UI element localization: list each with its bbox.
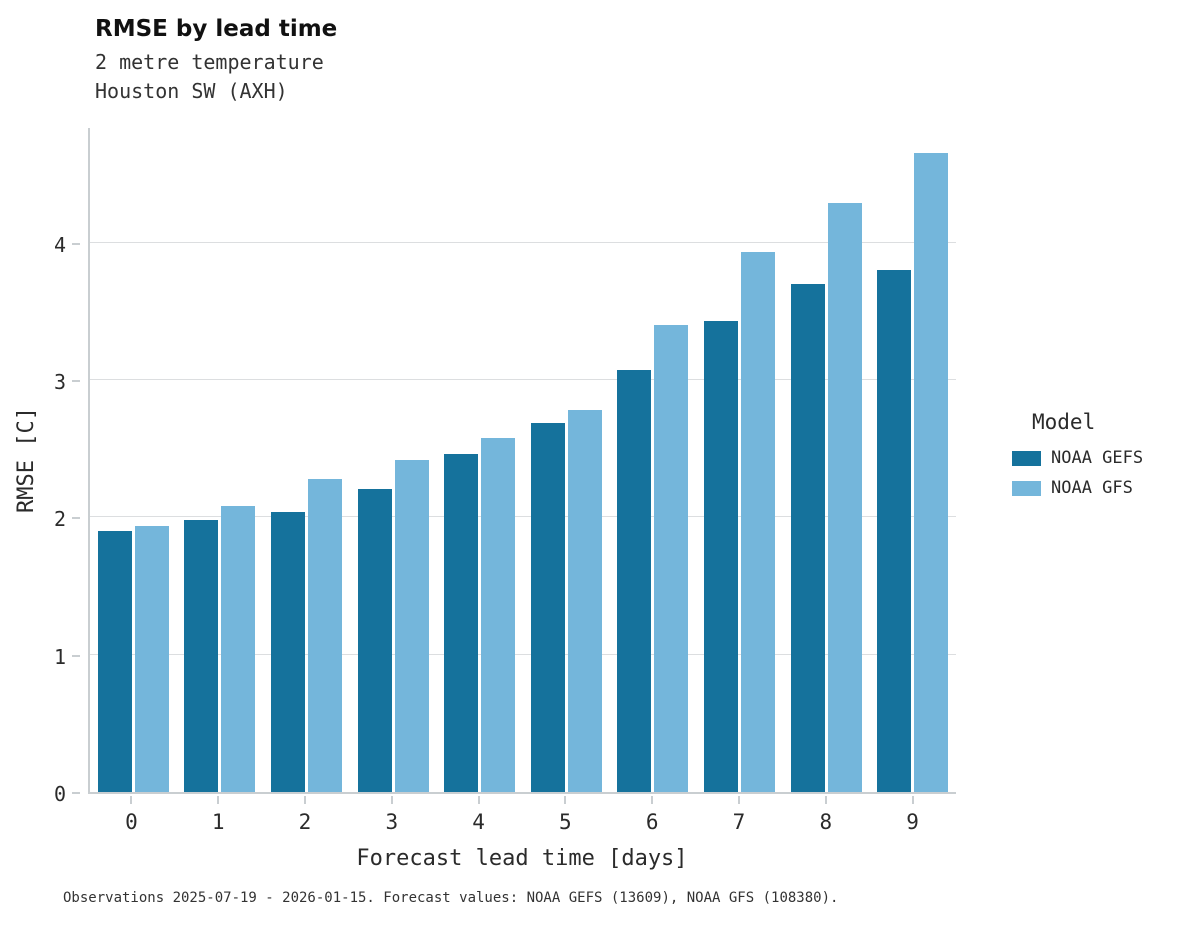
x-tick-label-5: 5 [559,810,572,834]
bar-group-1 [184,506,256,792]
y-axis-title: RMSE [C] [14,407,39,513]
legend: Model NOAA GEFS NOAA GFS [1012,410,1143,508]
y-tick-label-3: 3 [53,370,66,395]
bar-noaa-gfs-4 [481,437,516,792]
x-tick-mark-9 [911,796,914,804]
bar-group-7 [703,252,775,792]
bar-noaa-gefs-0 [97,531,132,792]
bar-group-6 [617,325,689,792]
bar-noaa-gfs-1 [221,506,256,792]
x-tick-mark-2 [303,796,306,804]
x-tick-label-0: 0 [125,810,138,834]
gridline-y-1 [90,653,956,655]
bar-noaa-gefs-2 [270,511,305,792]
bar-noaa-gfs-7 [740,252,775,792]
bar-noaa-gfs-5 [567,410,602,792]
bar-group-0 [97,525,169,792]
x-tick-label-8: 8 [819,810,833,834]
legend-label: NOAA GFS [1051,478,1133,498]
x-tick-label-7: 7 [732,810,746,834]
bar-noaa-gefs-6 [617,370,652,792]
gridline-y-2 [90,516,956,518]
chart-subtitle: 2 metre temperature Houston SW (AXH) [95,48,337,106]
bar-noaa-gfs-8 [827,202,862,792]
y-tick-label-4: 4 [53,232,66,257]
bar-noaa-gfs-2 [307,478,342,792]
x-tick-label-1: 1 [211,810,225,834]
bar-noaa-gefs-9 [877,270,912,792]
bar-series-container [90,128,956,792]
bar-noaa-gefs-1 [184,520,219,792]
plot-area [88,128,956,794]
title-block: RMSE by lead time 2 metre temperature Ho… [95,16,337,106]
bar-noaa-gefs-3 [357,488,392,792]
x-axis-title: Forecast lead time [days] [356,846,688,871]
y-tick-mark-2 [72,517,80,520]
bar-group-4 [444,437,516,792]
y-tick-mark-4 [72,242,80,245]
bar-group-2 [270,478,342,792]
legend-entry-noaa-gfs: NOAA GFS [1012,478,1143,498]
x-axis-ticks: 0 1 2 3 4 5 6 7 8 9 [88,796,956,834]
chart-subtitle-line1: 2 metre temperature [95,50,324,74]
bar-group-5 [530,410,602,792]
y-tick-mark-3 [72,380,80,383]
x-tick-2: 2 [298,796,312,834]
x-tick-mark-1 [217,796,220,804]
x-tick-mark-4 [477,796,480,804]
x-tick-3: 3 [385,796,398,834]
x-tick-mark-8 [824,796,827,804]
x-tick-6: 6 [646,796,659,834]
legend-label: NOAA GEFS [1051,448,1144,468]
bar-noaa-gefs-7 [703,321,738,792]
chart-subtitle-line2: Houston SW (AXH) [95,79,288,103]
legend-entries: NOAA GEFS NOAA GFS [1012,448,1143,498]
x-tick-label-9: 9 [906,810,919,834]
gridline-y-4 [90,241,956,243]
legend-swatch-noaa-gefs [1012,450,1041,466]
bar-noaa-gefs-8 [790,283,825,792]
caption: Observations 2025-07-19 - 2026-01-15. Fo… [63,890,839,906]
y-tick-mark-1 [72,654,80,657]
x-tick-mark-6 [651,796,654,804]
x-tick-label-3: 3 [385,810,399,834]
x-tick-8: 8 [819,796,832,834]
bar-group-9 [877,153,949,792]
x-tick-mark-0 [130,796,133,804]
x-tick-mark-3 [390,796,393,804]
x-tick-mark-7 [737,796,740,804]
x-tick-9: 9 [906,796,919,834]
y-tick-label-2: 2 [53,507,66,532]
bar-noaa-gfs-0 [134,525,169,792]
x-tick-7: 7 [732,796,746,834]
x-tick-label-4: 4 [472,810,485,834]
bar-noaa-gfs-3 [394,459,429,792]
x-tick-1: 1 [212,796,225,834]
bar-group-8 [790,202,862,792]
y-axis-ticks: 0 1 2 3 4 [0,128,80,806]
bar-group-3 [357,459,429,792]
gridline-y-3 [90,379,956,381]
x-tick-0: 0 [125,796,138,834]
bar-noaa-gefs-5 [530,422,565,792]
y-tick-label-0: 0 [53,782,66,806]
chart-title: RMSE by lead time [95,16,338,42]
x-tick-5: 5 [559,796,572,834]
legend-title: Model [1032,410,1096,434]
x-tick-mark-5 [564,796,567,804]
y-tick-label-1: 1 [53,644,66,669]
x-tick-label-2: 2 [298,810,312,834]
bar-noaa-gfs-6 [654,325,689,792]
y-tick-mark-0 [72,792,80,794]
bar-noaa-gfs-9 [914,153,949,792]
legend-entry-noaa-gefs: NOAA GEFS [1012,448,1143,468]
bar-noaa-gefs-4 [444,454,479,792]
x-tick-4: 4 [472,796,485,834]
legend-swatch-noaa-gfs [1012,480,1041,496]
x-tick-label-6: 6 [645,810,659,834]
